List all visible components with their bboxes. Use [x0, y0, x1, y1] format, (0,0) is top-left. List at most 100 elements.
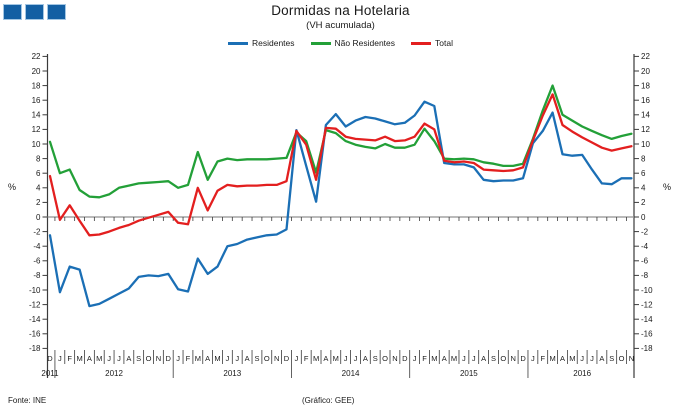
legend-item-total: Total: [411, 38, 453, 48]
month-label: M: [451, 354, 457, 363]
y-tick-label-right: -6: [641, 257, 649, 266]
y-tick-label-right: 18: [641, 81, 650, 90]
month-label: O: [146, 354, 152, 363]
y-tick-label-right: -4: [641, 242, 649, 251]
month-label: A: [87, 354, 92, 363]
year-label: 2014: [342, 369, 360, 378]
y-tick-label-left: 20: [32, 67, 41, 76]
month-label: J: [58, 354, 62, 363]
y-tick-label-right: 4: [641, 184, 646, 193]
y-tick-label-right: 2: [641, 198, 646, 207]
footer-source: Fonte: INE: [8, 396, 47, 405]
month-label: J: [226, 354, 230, 363]
month-label: M: [431, 354, 437, 363]
month-label: A: [363, 354, 368, 363]
y-tick-label-right: 10: [641, 140, 650, 149]
year-label: 2012: [105, 369, 123, 378]
residentes-line-swatch-icon: [228, 41, 248, 45]
month-label: M: [333, 354, 339, 363]
month-label: J: [472, 354, 476, 363]
month-label: J: [580, 354, 584, 363]
month-label: N: [510, 354, 515, 363]
y-tick-label-right: 22: [641, 52, 650, 61]
month-label: F: [186, 354, 191, 363]
y-tick-label-left: 6: [36, 169, 41, 178]
y-tick-label-left: -18: [29, 344, 41, 353]
legend-label: Total: [435, 38, 453, 48]
legend-item-residentes: Residentes: [228, 38, 295, 48]
y-tick-label-right: -18: [641, 344, 653, 353]
month-label: J: [235, 354, 239, 363]
month-label: M: [96, 354, 102, 363]
month-label: O: [619, 354, 625, 363]
series-line-total: [48, 93, 633, 237]
y-tick-label-right: -12: [641, 300, 653, 309]
month-label: N: [629, 354, 634, 363]
y-tick-label-left: 0: [36, 213, 41, 222]
y-tick-label-left: -12: [29, 300, 41, 309]
y-tick-label-left: -8: [33, 271, 41, 280]
y-tick-label-left: 18: [32, 81, 41, 90]
month-label: J: [295, 354, 299, 363]
month-label: F: [422, 354, 427, 363]
y-tick-label-right: -8: [641, 271, 649, 280]
y-tick-label-left: 2: [36, 198, 41, 207]
month-label: M: [214, 354, 220, 363]
nao-residentes-line-swatch-icon: [310, 41, 331, 45]
month-label: J: [531, 354, 535, 363]
y-tick-label-right: -2: [641, 227, 649, 236]
month-label: A: [560, 354, 565, 363]
year-label: 2013: [223, 369, 241, 378]
month-label: A: [245, 354, 250, 363]
y-tick-label-left: -6: [33, 257, 41, 266]
month-label: J: [590, 354, 594, 363]
month-label: J: [462, 354, 466, 363]
y-axis-unit-right: %: [663, 182, 671, 192]
month-label: N: [274, 354, 279, 363]
y-tick-label-left: 10: [32, 140, 41, 149]
year-label: 2011: [41, 369, 59, 378]
month-label: M: [569, 354, 575, 363]
month-label: S: [254, 354, 259, 363]
month-label: A: [323, 354, 328, 363]
month-label: J: [117, 354, 121, 363]
y-axis-unit-left: %: [8, 182, 16, 192]
series-line-nao-residentes: [48, 84, 633, 199]
month-label: A: [205, 354, 210, 363]
y-tick-label-left: 16: [32, 96, 41, 105]
series-line-residentes: [48, 100, 633, 308]
month-label: A: [442, 354, 447, 363]
month-label: D: [47, 354, 53, 363]
y-tick-label-right: 8: [641, 154, 646, 163]
month-label: J: [354, 354, 358, 363]
y-tick-label-left: -10: [29, 286, 41, 295]
month-label: D: [166, 354, 172, 363]
y-tick-label-right: 14: [641, 111, 650, 120]
month-label: M: [195, 354, 201, 363]
month-label: M: [76, 354, 82, 363]
month-label: J: [344, 354, 348, 363]
legend-label: Não Residentes: [334, 38, 396, 48]
y-tick-label-right: 12: [641, 125, 650, 134]
month-label: O: [382, 354, 388, 363]
y-tick-label-right: 0: [641, 213, 646, 222]
month-label: S: [609, 354, 614, 363]
year-label: 2015: [460, 369, 478, 378]
month-label: J: [176, 354, 180, 363]
legend-item-nao-residentes: Não Residentes: [310, 38, 396, 48]
month-label: O: [500, 354, 506, 363]
month-label: M: [313, 354, 319, 363]
y-tick-label-left: 4: [36, 184, 41, 193]
month-label: S: [491, 354, 496, 363]
month-label: F: [67, 354, 72, 363]
y-tick-label-right: 6: [641, 169, 646, 178]
y-tick-label-left: 22: [32, 52, 41, 61]
page-subtitle: (VH acumulada): [306, 20, 375, 31]
logo-square-icon: [47, 4, 66, 20]
page-title: Dormidas na Hotelaria: [271, 3, 410, 18]
month-label: S: [136, 354, 141, 363]
total-line-swatch-icon: [411, 41, 432, 45]
y-tick-label-right: 16: [641, 96, 650, 105]
